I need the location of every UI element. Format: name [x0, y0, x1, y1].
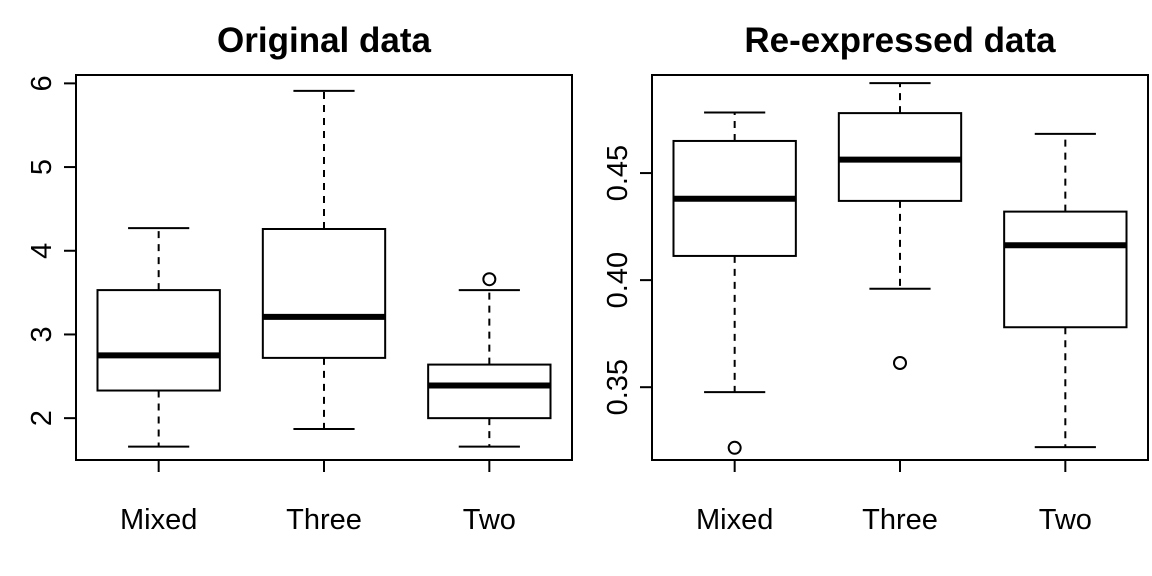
box-three: [261, 89, 387, 431]
x-tick-label: Mixed: [120, 504, 197, 536]
iqr-box: [427, 363, 552, 420]
box-mixed: [672, 111, 797, 455]
y-tick-label: 0.45: [602, 145, 634, 201]
y-tick-label: 0.35: [602, 359, 634, 415]
y-tick-label: 0.40: [602, 252, 634, 308]
chart-title: Original data: [217, 21, 431, 60]
outlier-point: [893, 356, 907, 371]
panel-1: Original data 2 3 4 5 6 Mixed Three Two: [26, 21, 573, 536]
iqr-box: [261, 228, 387, 359]
x-tick-label: Two: [1039, 504, 1092, 536]
x-tick-label: Three: [862, 504, 938, 536]
iqr-box: [1003, 210, 1128, 329]
panel-2: Re-expressed data 0.35 0.40 0.45 Mixed Three T…: [602, 21, 1149, 536]
box-two: [427, 272, 552, 448]
iqr-box: [96, 289, 221, 392]
y-tick-label: 3: [26, 326, 58, 342]
chart-title: Re-expressed data: [744, 21, 1056, 60]
x-tick-label: Mixed: [696, 504, 773, 536]
outlier-point: [727, 440, 742, 455]
x-tick-label: Three: [286, 504, 362, 536]
outlier-point: [482, 272, 497, 287]
x-tick-label: Two: [463, 504, 516, 536]
y-tick-label: 4: [26, 243, 58, 259]
y-tick-label: 5: [26, 159, 58, 175]
box-mixed: [96, 227, 221, 448]
box-two: [1003, 132, 1128, 449]
box-three: [837, 82, 963, 371]
y-tick-label: 6: [26, 75, 58, 91]
y-tick-label: 2: [26, 410, 58, 426]
